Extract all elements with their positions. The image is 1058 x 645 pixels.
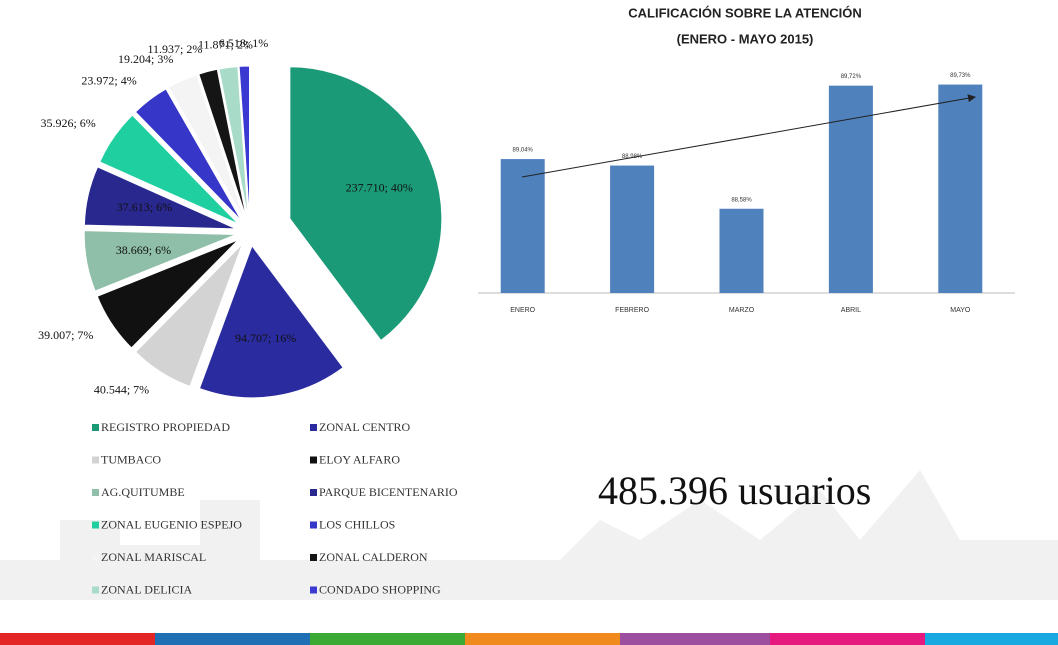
slice-label: 38.669; 6% xyxy=(116,243,171,257)
legend-label: REGISTRO PROPIEDAD xyxy=(101,420,230,434)
skyline xyxy=(0,470,1058,600)
slice-label: 11.871; 2% xyxy=(198,37,253,51)
slice-label: 39.007; 7% xyxy=(38,328,93,342)
legend-swatch xyxy=(310,489,317,496)
legend-swatch xyxy=(92,554,99,561)
bar-value-label: 89,72% xyxy=(841,74,862,80)
legend-swatch xyxy=(92,521,99,529)
x-tick-label: ABRIL xyxy=(841,307,861,314)
legend-label: ELOY ALFARO xyxy=(319,452,400,466)
pie-slice xyxy=(83,166,237,230)
legend-swatch xyxy=(92,489,99,496)
slice-label: 23.972; 4% xyxy=(81,74,136,88)
bar xyxy=(610,165,655,293)
legend-swatch xyxy=(92,456,99,464)
legend-swatch xyxy=(92,424,99,431)
legend-label: ZONAL CALDERON xyxy=(319,550,428,564)
legend-label: ZONAL DELICIA xyxy=(101,582,193,596)
bar-value-label: 89,73% xyxy=(950,73,971,79)
pie-slice xyxy=(198,68,247,219)
bar-value-label: 89,04% xyxy=(513,148,534,154)
slice-label: 40.544; 7% xyxy=(94,382,149,396)
bar-subtitle: (ENERO - MAYO 2015) xyxy=(677,31,814,46)
x-tick-label: MARZO xyxy=(729,307,755,314)
legend-swatch xyxy=(310,521,317,529)
pie-slice xyxy=(134,88,242,222)
color-strip xyxy=(0,633,1058,645)
bar xyxy=(938,84,983,293)
bar xyxy=(500,159,545,293)
pie-slice xyxy=(198,244,344,399)
total-users: 485.396 usuarios xyxy=(598,468,871,513)
bar xyxy=(719,208,764,293)
x-tick-label: FEBRERO xyxy=(615,307,649,314)
bar-title: CALIFICACIÓN SOBRE LA ATENCIÓN xyxy=(628,5,862,20)
legend-swatch xyxy=(92,586,99,594)
legend-label: ZONAL CENTRO xyxy=(319,420,411,434)
trend-arrow xyxy=(521,94,976,178)
slice-label: 6.518; 1% xyxy=(219,36,268,50)
pie-slice xyxy=(218,65,249,219)
pie-slice xyxy=(83,230,237,292)
slice-label: 35.926; 6% xyxy=(40,116,95,130)
legend-label: AG.QUITUMBE xyxy=(101,485,185,499)
legend-swatch xyxy=(310,424,317,431)
legend-label: PARQUE BICENTENARIO xyxy=(319,485,458,499)
slice-label: 237.710; 40% xyxy=(346,181,413,195)
slice-label: 11.937; 2% xyxy=(147,42,202,56)
slice-label: 37.613; 6% xyxy=(117,200,172,214)
pie-slice xyxy=(289,66,443,342)
pie-slice xyxy=(134,243,243,388)
legend-label: ZONAL MARISCAL xyxy=(101,550,206,564)
slice-label: 94.707; 16% xyxy=(235,331,296,345)
legend-swatch xyxy=(310,456,317,464)
x-tick-label: ENERO xyxy=(510,307,535,314)
legend-label: LOS CHILLOS xyxy=(319,517,395,531)
x-tick-label: MAYO xyxy=(950,307,971,314)
bar-value-label: 88,58% xyxy=(731,197,752,203)
bar xyxy=(828,85,873,293)
pie-slice xyxy=(238,65,251,219)
pie-slice xyxy=(99,114,239,225)
legend-label: TUMBACO xyxy=(101,452,161,466)
legend-swatch xyxy=(310,586,317,594)
legend-swatch xyxy=(310,554,317,561)
slice-label: 19.204; 3% xyxy=(118,52,173,66)
pie-slice xyxy=(167,74,245,220)
legend-label: ZONAL EUGENIO ESPEJO xyxy=(101,517,242,531)
legend-label: CONDADO SHOPPING xyxy=(319,582,441,596)
pie-slice xyxy=(96,239,239,349)
